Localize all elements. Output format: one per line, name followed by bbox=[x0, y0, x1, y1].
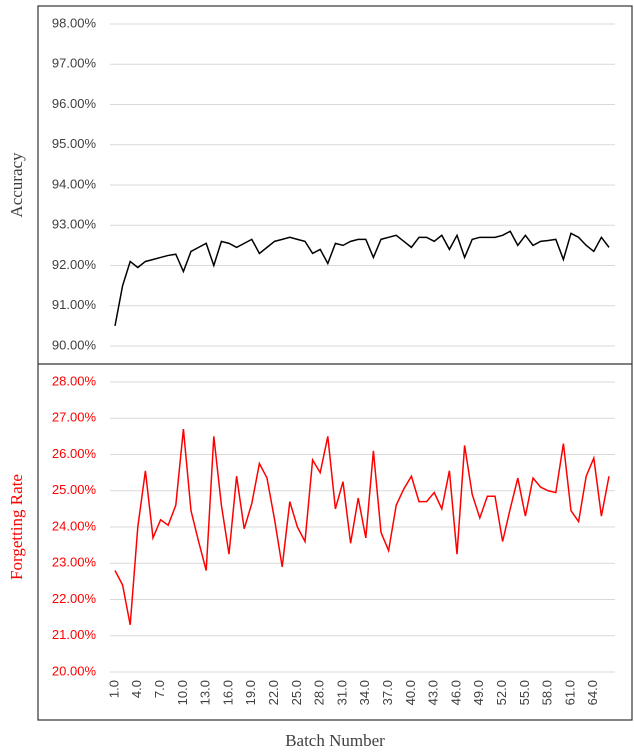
y-tick-label: 90.00% bbox=[52, 337, 97, 352]
x-tick-label: 10.0 bbox=[175, 680, 190, 705]
x-tick-label: 64.0 bbox=[585, 680, 600, 705]
y-tick-label: 28.00% bbox=[52, 373, 97, 388]
y-tick-label: 24.00% bbox=[52, 518, 97, 533]
x-tick-label: 7.0 bbox=[152, 680, 167, 698]
x-tick-label: 40.0 bbox=[403, 680, 418, 705]
x-tick-label: 58.0 bbox=[540, 680, 555, 705]
x-tick-label: 19.0 bbox=[243, 680, 258, 705]
x-tick-label: 34.0 bbox=[357, 680, 372, 705]
x-tick-label: 49.0 bbox=[471, 680, 486, 705]
y-tick-label: 93.00% bbox=[52, 217, 97, 232]
y-tick-label: 22.00% bbox=[52, 591, 97, 606]
y-axis-label: Forgetting Rate bbox=[7, 474, 26, 580]
y-tick-label: 27.00% bbox=[52, 410, 97, 425]
x-tick-label: 13.0 bbox=[198, 680, 213, 705]
x-tick-label: 61.0 bbox=[562, 680, 577, 705]
x-tick-label: 37.0 bbox=[380, 680, 395, 705]
y-tick-label: 97.00% bbox=[52, 56, 97, 71]
x-axis-label: Batch Number bbox=[285, 731, 385, 750]
y-tick-label: 94.00% bbox=[52, 176, 97, 191]
x-tick-label: 55.0 bbox=[517, 680, 532, 705]
y-tick-label: 26.00% bbox=[52, 446, 97, 461]
y-tick-label: 20.00% bbox=[52, 663, 97, 678]
y-tick-label: 98.00% bbox=[52, 15, 97, 30]
data-line bbox=[114, 230, 610, 327]
y-tick-label: 95.00% bbox=[52, 136, 97, 151]
x-tick-label: 22.0 bbox=[266, 680, 281, 705]
y-tick-label: 96.00% bbox=[52, 96, 97, 111]
y-axis-label: Accuracy bbox=[7, 152, 26, 218]
x-tick-label: 31.0 bbox=[334, 680, 349, 705]
x-tick-label: 16.0 bbox=[220, 680, 235, 705]
y-tick-label: 92.00% bbox=[52, 257, 97, 272]
y-tick-label: 21.00% bbox=[52, 627, 97, 642]
x-tick-label: 28.0 bbox=[312, 680, 327, 705]
data-line bbox=[114, 429, 610, 626]
y-tick-label: 25.00% bbox=[52, 482, 97, 497]
x-tick-label: 52.0 bbox=[494, 680, 509, 705]
frame bbox=[37, 5, 633, 721]
y-tick-label: 23.00% bbox=[52, 555, 97, 570]
y-tick-label: 91.00% bbox=[52, 297, 97, 312]
x-tick-label: 4.0 bbox=[129, 680, 144, 698]
x-tick-label: 25.0 bbox=[289, 680, 304, 705]
x-tick-label: 1.0 bbox=[106, 680, 121, 698]
x-tick-label: 46.0 bbox=[448, 680, 463, 705]
x-tick-label: 43.0 bbox=[426, 680, 441, 705]
